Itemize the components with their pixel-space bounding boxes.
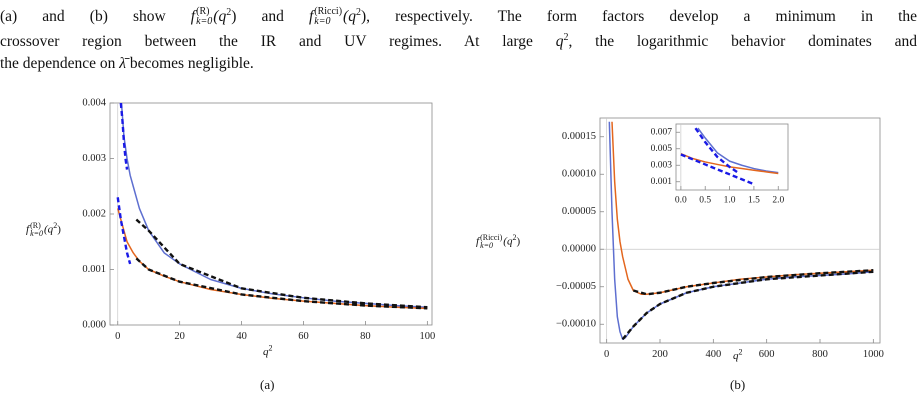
y-tick-label: 0.000 (82, 319, 106, 330)
y-axis-label: f (R) k=0 (q2) (26, 220, 61, 238)
math: k=0 (30, 229, 44, 238)
x-tick-label: 2.0 (772, 196, 784, 206)
dashed-curve (116, 103, 132, 265)
x-tick-label: 40 (236, 331, 247, 342)
paragraph-line: (a) and (b) show f (R) k=0 (q2) and f (Ricci… (0, 6, 917, 28)
y-tick-label: 0.002 (82, 208, 106, 219)
plot-frame (675, 123, 789, 191)
y-axis-label: f (Ricci) k=0 (q2) (476, 232, 521, 250)
math: f (26, 223, 30, 236)
math: λ̄ (119, 55, 126, 72)
caption: (b) (730, 377, 746, 392)
x-tick-label: 1.5 (748, 196, 760, 206)
math: 2 (738, 347, 743, 357)
y-tick-label: 0.001 (82, 264, 106, 275)
y-tick-label: 0.003 (82, 153, 106, 164)
dashed-curve (680, 127, 755, 186)
x-tick-label: 600 (759, 349, 775, 360)
math: (R) (30, 221, 41, 230)
math: k=0 (480, 241, 494, 250)
math: (R) k=0 (196, 7, 212, 27)
math: (q (343, 8, 356, 25)
math: (q (503, 235, 513, 248)
math: (R) (196, 6, 210, 18)
math: k=0 (196, 16, 213, 28)
caption: (a) (260, 377, 275, 392)
x-tick-label: 0.0 (675, 196, 687, 206)
x-tick-label: 200 (652, 349, 668, 360)
x-tick-label: 60 (298, 331, 309, 342)
dashed-curve (621, 269, 874, 341)
paragraph-line: crossover region between the IR and UV r… (0, 31, 917, 53)
text: crossover region between the IR and UV r… (0, 33, 556, 50)
math: k=0 (314, 16, 331, 28)
x-tick-label: 800 (812, 349, 828, 360)
y-tick-label: 0.00015 (562, 131, 596, 142)
math: ) (516, 235, 521, 248)
math: 2 (512, 232, 517, 242)
text: the dependence on (0, 55, 120, 72)
math: f (190, 8, 196, 25)
math: ) (57, 223, 61, 236)
y-tick-label: 0.00000 (562, 244, 596, 255)
y-tick-label: 0.005 (651, 144, 673, 154)
y-tick-label: 0.00010 (562, 169, 596, 180)
text: ) and (231, 8, 309, 25)
y-tick-label: 0.004 (82, 97, 106, 108)
x-tick-label: 1.0 (724, 196, 736, 206)
x-axis-label: q2 (263, 343, 273, 358)
math: q (263, 346, 269, 358)
x-tick-label: 0.5 (699, 196, 711, 206)
x-tick-label: 100 (419, 331, 435, 342)
y-tick-label: 0.00005 (562, 206, 596, 217)
math: 2 (268, 343, 273, 353)
y-tick-label: 0.001 (651, 177, 673, 187)
x-tick-label: 80 (360, 331, 371, 342)
y-tick-label: −0.00005 (556, 281, 596, 292)
math: (q (44, 223, 54, 236)
math: (Ricci) (314, 6, 343, 18)
x-tick-label: 0 (115, 331, 120, 342)
x-tick-label: 20 (174, 331, 185, 342)
math: (Ricci) k=0 (314, 7, 342, 27)
y-tick-label: 0.003 (651, 160, 673, 170)
math: 2 (355, 6, 361, 18)
math: 2 (226, 6, 232, 18)
math: f (476, 235, 480, 248)
math: q (555, 33, 564, 50)
x-tick-label: 400 (705, 349, 721, 360)
plot-frame (109, 102, 433, 326)
curve (697, 127, 779, 174)
x-tick-label: 0 (604, 349, 609, 360)
math: f (308, 8, 314, 25)
text: becomes negligible. (125, 55, 254, 72)
text: ), respectively. The form factors develo… (360, 8, 918, 25)
text: , the logarithmic behavior dominates and (568, 33, 917, 50)
math: (Ricci) k=0 (480, 234, 502, 250)
math: 2 (563, 31, 569, 43)
math: (R) k=0 (30, 222, 43, 238)
x-axis-label: q2 (733, 347, 743, 362)
math: 2 (53, 220, 58, 230)
math: q (733, 350, 739, 362)
y-tick-label: −0.00010 (556, 319, 596, 330)
x-tick-label: 1000 (863, 349, 884, 360)
math: (q (213, 8, 227, 25)
text: (a) and (b) show (0, 8, 191, 25)
math: (Ricci) (480, 233, 503, 242)
y-tick-label: 0.007 (651, 127, 673, 137)
paragraph-line: the dependence on λ̄ becomes negligible. (0, 53, 917, 75)
dashed-curve (135, 218, 428, 310)
